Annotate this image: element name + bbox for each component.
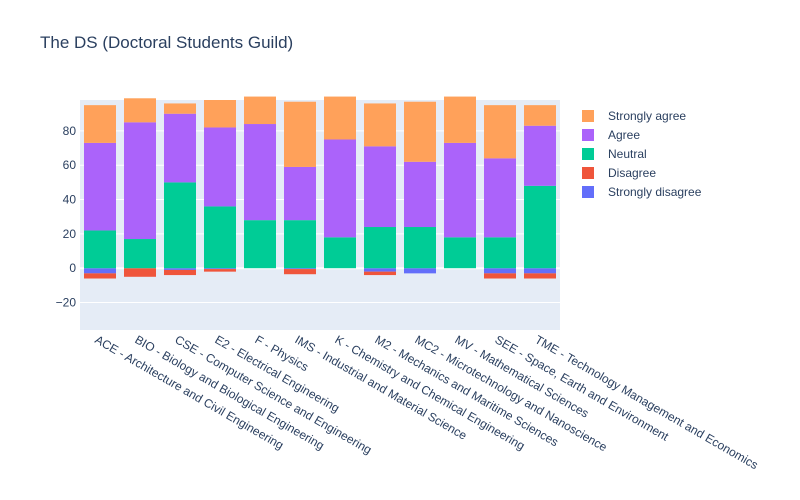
bar-segment xyxy=(164,268,196,270)
y-tick-label: 20 xyxy=(63,227,77,241)
bar-segment xyxy=(124,122,156,240)
bar-segment xyxy=(444,237,476,269)
bar-segment xyxy=(524,268,556,274)
bar-segment xyxy=(484,268,516,274)
y-tick-label: 80 xyxy=(63,124,77,138)
bar-segment xyxy=(84,230,116,269)
bar-segment xyxy=(124,98,156,123)
legend-item[interactable]: Strongly disagree xyxy=(580,182,701,201)
legend-item[interactable]: Agree xyxy=(580,125,701,144)
bar-segment xyxy=(284,220,316,269)
bar-segment xyxy=(164,269,196,276)
y-tick-label: 60 xyxy=(63,158,77,172)
bar-segment xyxy=(204,127,236,207)
bar-segment xyxy=(204,269,236,272)
bar-segment xyxy=(364,146,396,228)
y-tick-label: 40 xyxy=(63,193,77,207)
legend-swatch xyxy=(582,185,594,198)
bar-segment xyxy=(404,161,436,228)
legend-swatch xyxy=(582,109,594,122)
bar-segment xyxy=(404,101,436,162)
bar-segment xyxy=(364,271,396,276)
legend[interactable]: Strongly agree Agree Neutral Disagree Strong… xyxy=(580,106,701,201)
bar-segment xyxy=(164,182,196,269)
bar-segment xyxy=(404,268,436,274)
bar-segment xyxy=(524,125,556,186)
bar-segment xyxy=(524,105,556,126)
bar-segment xyxy=(364,268,396,272)
bar-segment xyxy=(524,185,556,269)
bar-segment xyxy=(404,227,436,269)
bar-segment xyxy=(164,103,196,114)
legend-label: Strongly disagree xyxy=(608,184,702,199)
legend-label: Disagree xyxy=(608,165,657,180)
bar-segment xyxy=(204,100,236,128)
bar-segment xyxy=(244,124,276,221)
bar-segment xyxy=(84,268,116,274)
bar-segment xyxy=(284,101,316,167)
bar-segment xyxy=(284,268,316,270)
bar-segment xyxy=(284,166,316,221)
bar-segment xyxy=(164,113,196,183)
bar-segment xyxy=(444,142,476,238)
bar-segment xyxy=(324,139,356,238)
y-tick-label: 0 xyxy=(69,261,76,275)
chart-title: The DS (Doctoral Students Guild) xyxy=(40,33,294,52)
legend-swatch xyxy=(582,147,594,160)
bar-segment xyxy=(124,239,156,269)
legend-label: Agree xyxy=(608,127,641,142)
bar-segment xyxy=(324,96,356,140)
bar-segment xyxy=(84,105,116,143)
bar-segment xyxy=(244,220,276,269)
bar-segment xyxy=(484,105,516,159)
bar-segment xyxy=(124,268,156,277)
bar-segment xyxy=(84,273,116,279)
legend-item[interactable]: Neutral xyxy=(580,144,701,163)
legend-swatch xyxy=(582,166,594,179)
bar-segment xyxy=(364,227,396,269)
bar-segment xyxy=(484,273,516,279)
legend-label: Strongly agree xyxy=(608,108,687,123)
y-tick-label: −20 xyxy=(56,296,77,310)
bar-segment xyxy=(444,96,476,143)
legend-swatch xyxy=(582,128,594,141)
legend-item[interactable]: Strongly agree xyxy=(580,106,701,125)
bar-segment xyxy=(324,237,356,269)
bar-segment xyxy=(204,206,236,269)
bar-segment xyxy=(204,268,236,270)
legend-item[interactable]: Disagree xyxy=(580,163,701,182)
legend-label: Neutral xyxy=(608,146,647,161)
bar-segment xyxy=(244,96,276,125)
bar-segment xyxy=(484,158,516,238)
bar-segment xyxy=(364,103,396,147)
bar-segment xyxy=(284,269,316,275)
bar-segment xyxy=(524,273,556,279)
plot-background xyxy=(80,100,560,330)
bar-segment xyxy=(84,142,116,231)
bar-segment xyxy=(484,237,516,269)
